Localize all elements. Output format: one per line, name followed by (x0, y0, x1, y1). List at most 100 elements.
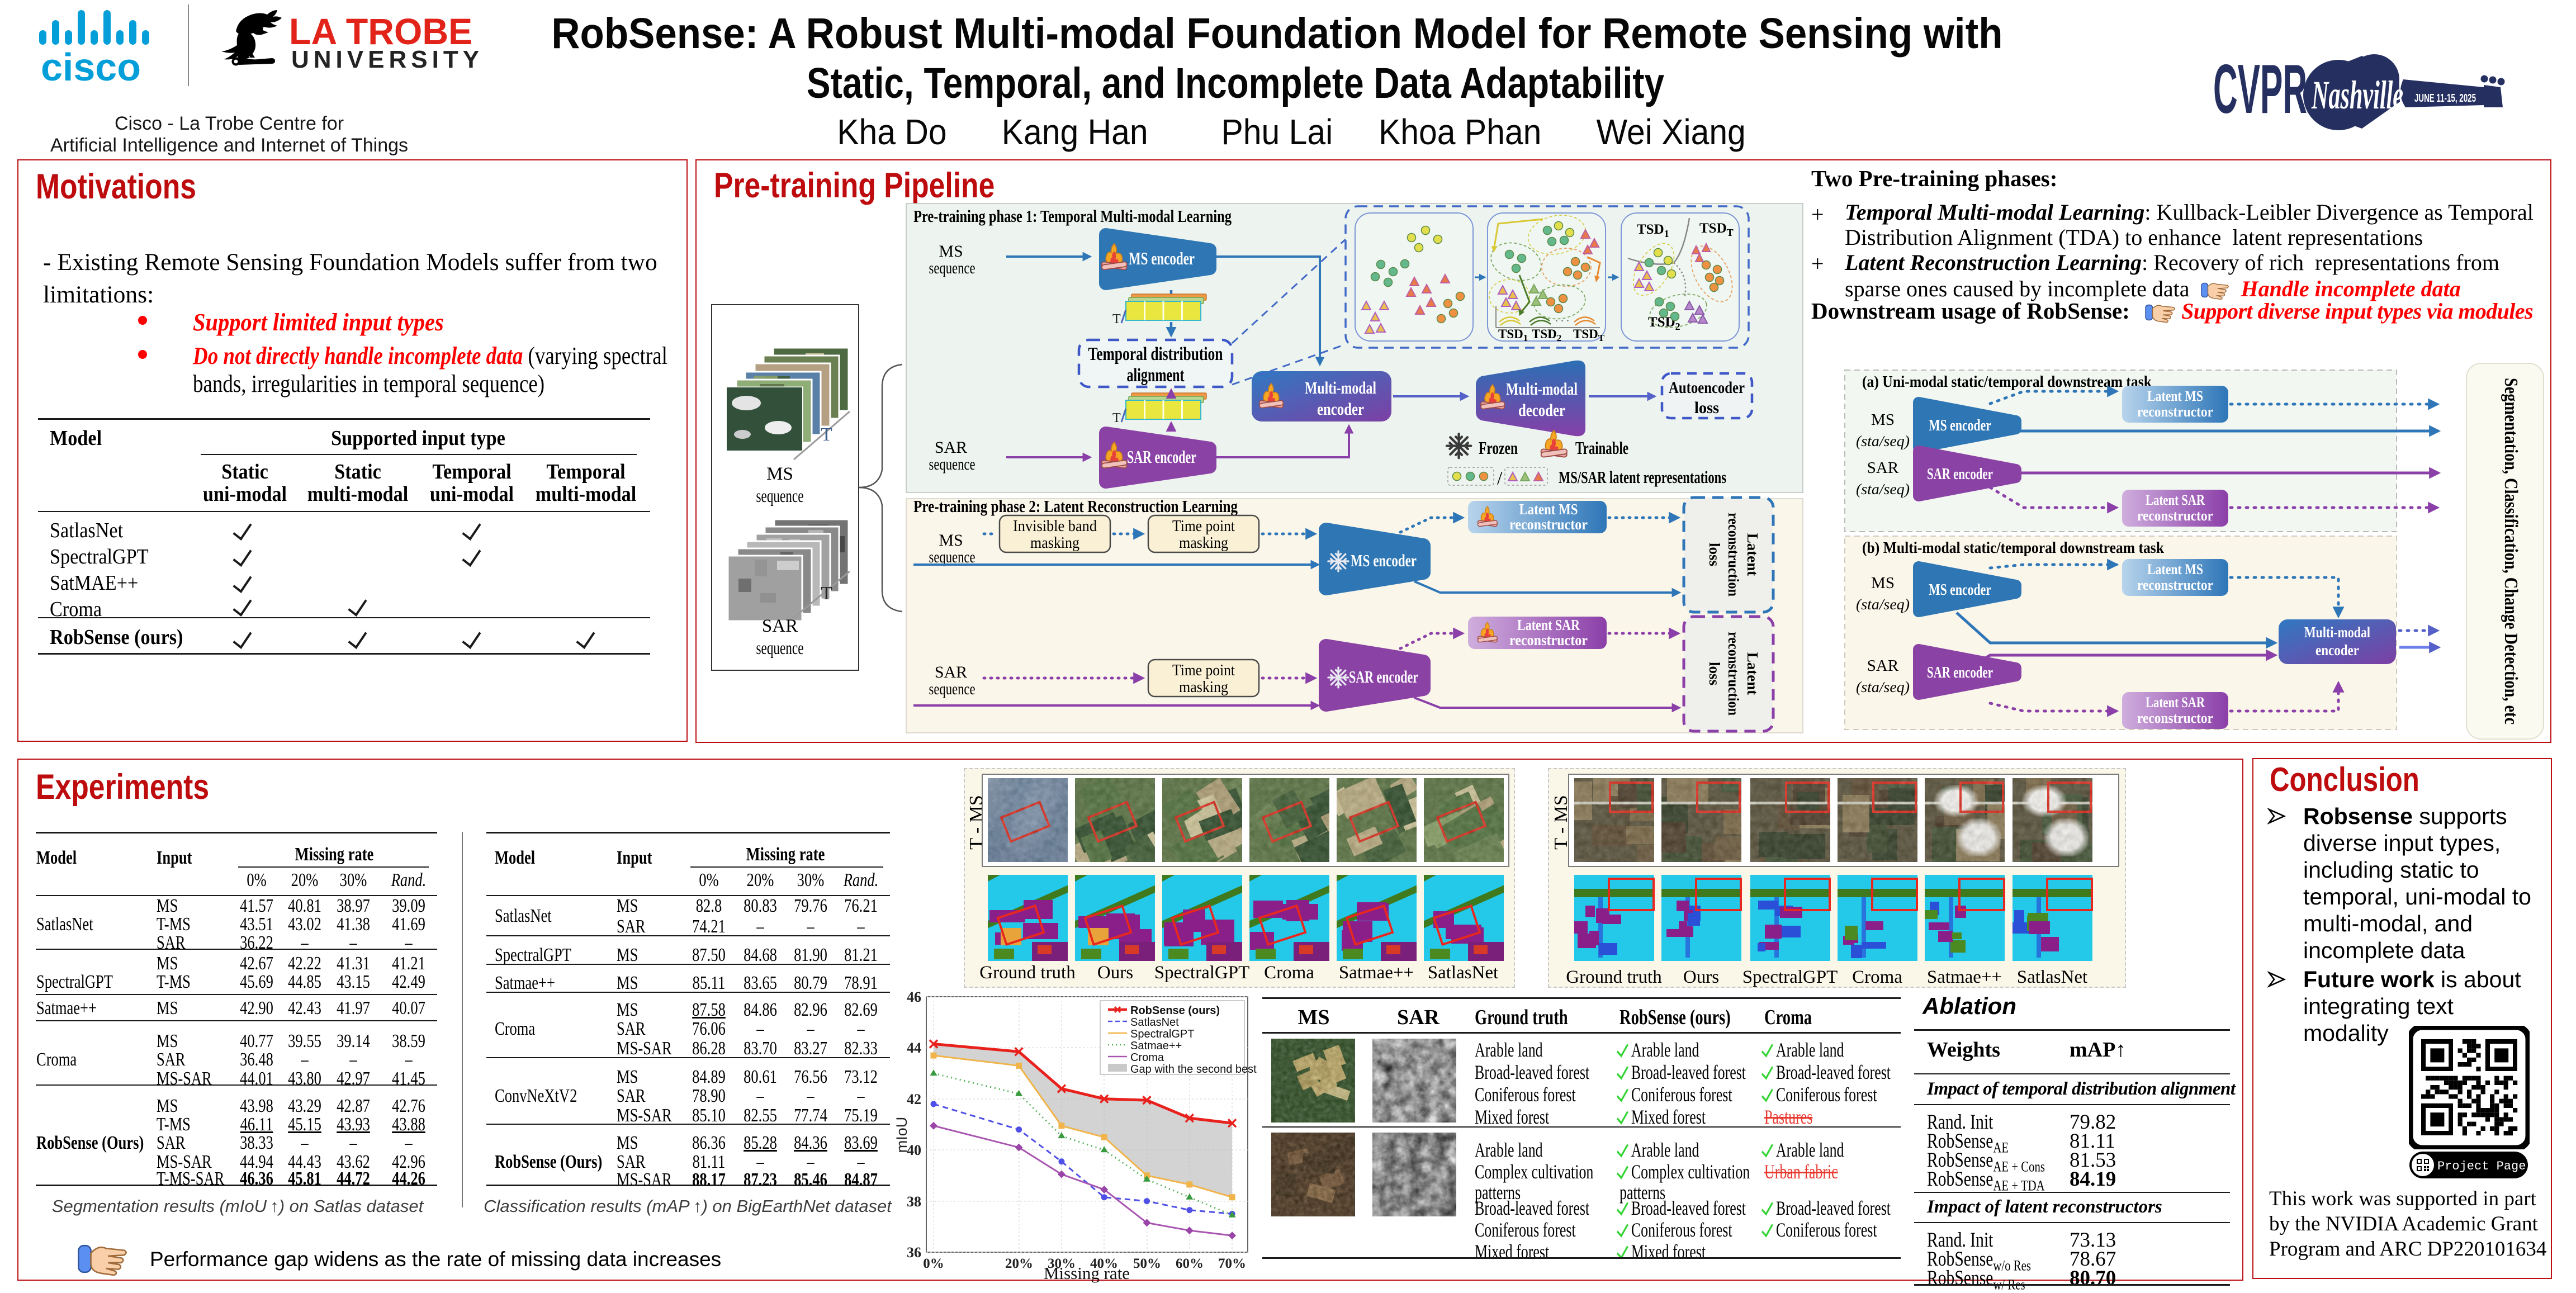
svg-text:MS encoder: MS encoder (1129, 248, 1195, 268)
svg-text:TSD1: TSD1 (1637, 222, 1669, 239)
svg-text:(sta/seq): (sta/seq) (1856, 481, 1910, 498)
svg-text:reconstructor: reconstructor (1509, 516, 1588, 533)
svg-text:T: T (821, 424, 832, 445)
svg-text:TSD1: TSD1 (1498, 327, 1528, 343)
svg-text:SAR encoder: SAR encoder (1349, 667, 1418, 686)
svg-text:sequence: sequence (929, 680, 976, 698)
svg-text:38: 38 (907, 1193, 921, 1210)
svg-text:MS: MS (766, 464, 793, 484)
svg-text:loss: loss (1694, 399, 1719, 417)
svg-text:sequence: sequence (929, 548, 976, 566)
svg-text:SAR: SAR (1867, 459, 1899, 477)
svg-text:sequence: sequence (929, 259, 976, 277)
svg-text:SatlasNet: SatlasNet (1130, 1016, 1179, 1029)
svg-text:SAR encoder: SAR encoder (1127, 447, 1196, 467)
svg-text:reconstructor: reconstructor (2137, 577, 2213, 593)
svg-text:Time point: Time point (1172, 662, 1235, 679)
svg-text:Latent MS: Latent MS (1519, 501, 1578, 518)
svg-text:SpectralGPT: SpectralGPT (1130, 1028, 1194, 1040)
svg-text:Latent SAR: Latent SAR (2146, 694, 2205, 711)
svg-text:/: / (1497, 468, 1503, 489)
svg-text:SAR encoder: SAR encoder (1927, 465, 1993, 483)
svg-text:0%: 0% (923, 1256, 944, 1271)
svg-text:T: T (1112, 411, 1121, 425)
svg-text:T: T (1112, 312, 1121, 326)
svg-text:(b) Multi-modal static/tempora: (b) Multi-modal static/temporal downstre… (1862, 539, 2164, 557)
svg-text:MS: MS (939, 242, 963, 261)
svg-text:masking: masking (1030, 534, 1079, 552)
svg-text:Latent: Latent (1744, 652, 1761, 695)
svg-text:MS: MS (939, 531, 963, 550)
svg-text:MS: MS (1871, 411, 1895, 429)
svg-text:Nashville: Nashville (2311, 73, 2403, 117)
svg-text:Latent SAR: Latent SAR (2146, 492, 2205, 508)
svg-text:42: 42 (907, 1091, 921, 1107)
svg-text:Latent SAR: Latent SAR (1517, 617, 1580, 633)
svg-text:loss: loss (1706, 543, 1723, 566)
svg-text:(sta/seq): (sta/seq) (1856, 679, 1910, 695)
svg-text:JUNE 11-15, 2025: JUNE 11-15, 2025 (2414, 92, 2476, 105)
svg-text:Segmentation, Classification,: Segmentation, Classification, Change Det… (2501, 378, 2521, 724)
svg-text:44: 44 (907, 1040, 921, 1056)
svg-text:reconstruction: reconstruction (1725, 513, 1742, 596)
svg-text:masking: masking (1179, 534, 1228, 552)
svg-text:alignment: alignment (1127, 365, 1185, 386)
svg-text:40%: 40% (1090, 1256, 1118, 1271)
svg-text:46: 46 (907, 989, 921, 1005)
svg-text:50%: 50% (1133, 1256, 1161, 1271)
svg-text:MS/SAR latent representations: MS/SAR latent representations (1559, 467, 1726, 487)
svg-text:40: 40 (907, 1142, 921, 1158)
svg-text:TSD2: TSD2 (1532, 327, 1561, 343)
svg-text:Pre-training phase 1: Temporal: Pre-training phase 1: Temporal Multi-mod… (913, 206, 1232, 226)
svg-text:sequence: sequence (756, 486, 804, 506)
svg-text:encoder: encoder (1317, 399, 1364, 419)
svg-text:SAR: SAR (935, 438, 967, 457)
svg-text:Multi-modal: Multi-modal (2304, 624, 2370, 641)
svg-text:sequence: sequence (756, 638, 804, 659)
svg-text:SAR: SAR (1867, 657, 1899, 675)
svg-text:MS encoder: MS encoder (1929, 581, 1991, 599)
svg-text:20%: 20% (1005, 1256, 1033, 1271)
svg-text:reconstruction: reconstruction (1725, 632, 1742, 716)
svg-text:36: 36 (907, 1244, 921, 1261)
svg-text:Gap with the second best: Gap with the second best (1130, 1063, 1257, 1076)
svg-text:70%: 70% (1218, 1256, 1246, 1271)
svg-text:Time point: Time point (1172, 518, 1235, 535)
svg-text:sequence: sequence (929, 455, 976, 473)
svg-text:T: T (821, 583, 832, 604)
svg-text:Trainable: Trainable (1575, 438, 1628, 458)
svg-text:encoder: encoder (2315, 642, 2359, 659)
svg-text:MS: MS (1871, 574, 1895, 592)
svg-text:MS encoder: MS encoder (1929, 416, 1991, 434)
svg-text:mIoU: mIoU (894, 1117, 910, 1153)
svg-text:(sta/seq): (sta/seq) (1856, 433, 1910, 449)
svg-text:loss: loss (1706, 662, 1723, 685)
svg-text:masking: masking (1179, 679, 1228, 696)
svg-text:SAR: SAR (935, 663, 967, 681)
svg-text:Multi-modal: Multi-modal (1506, 379, 1578, 399)
svg-text:MS encoder: MS encoder (1351, 551, 1417, 570)
svg-text:Autoencoder: Autoencoder (1669, 378, 1745, 397)
svg-text:reconstructor: reconstructor (2137, 404, 2213, 420)
svg-text:Invisible band: Invisible band (1013, 518, 1097, 535)
svg-text:decoder: decoder (1518, 400, 1565, 420)
svg-text:Missing rate: Missing rate (1044, 1263, 1130, 1283)
svg-text:Croma: Croma (1130, 1052, 1164, 1064)
svg-text:Latent MS: Latent MS (2147, 388, 2203, 404)
svg-text:Latent MS: Latent MS (2147, 561, 2203, 577)
svg-text:(a) Uni-modal static/temporal: (a) Uni-modal static/temporal downstream… (1862, 373, 2152, 391)
svg-text:Satmae++: Satmae++ (1130, 1040, 1182, 1052)
svg-text:. . .: . . . (1555, 312, 1569, 324)
svg-text:reconstructor: reconstructor (2137, 508, 2213, 524)
svg-text:30%: 30% (1048, 1256, 1076, 1271)
svg-text:Latent: Latent (1744, 533, 1761, 576)
svg-text:Temporal distribution: Temporal distribution (1088, 344, 1223, 364)
svg-text:(sta/seq): (sta/seq) (1856, 596, 1910, 613)
svg-text:reconstructor: reconstructor (2137, 710, 2213, 726)
svg-text:Frozen: Frozen (1479, 438, 1518, 458)
svg-text:CVPR: CVPR (2213, 51, 2307, 128)
svg-text:Multi-modal: Multi-modal (1305, 378, 1376, 397)
svg-text:SAR: SAR (762, 616, 798, 636)
svg-text:SAR encoder: SAR encoder (1927, 664, 1993, 681)
svg-text:reconstructor: reconstructor (1509, 632, 1588, 648)
